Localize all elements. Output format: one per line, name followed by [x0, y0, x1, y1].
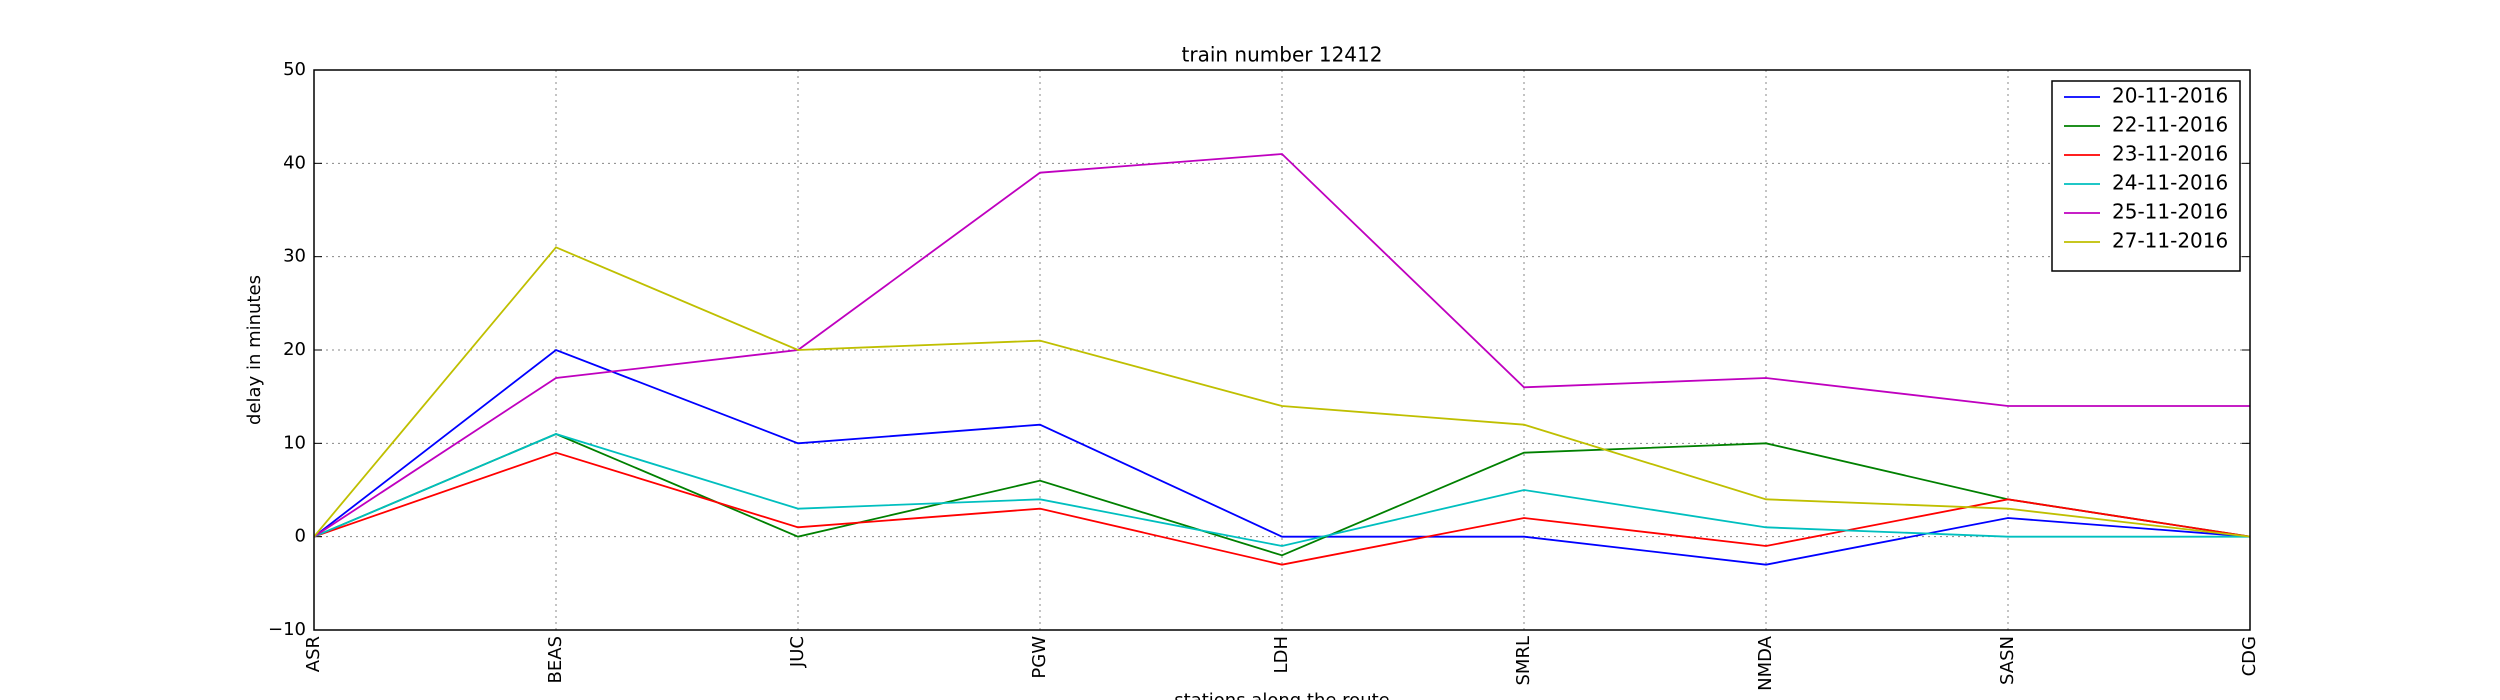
legend-label: 23-11-2016	[2112, 142, 2228, 166]
chart-title: train number 12412	[1182, 43, 1383, 67]
x-tick-label: SMRL	[1513, 636, 1534, 686]
x-tick-label: SASN	[1997, 636, 2018, 685]
x-tick-label: BEAS	[545, 636, 566, 683]
y-tick-label: −10	[268, 619, 306, 640]
y-tick-label: 50	[283, 59, 306, 80]
x-tick-label: PGW	[1029, 636, 1050, 679]
y-tick-label: 20	[283, 339, 306, 360]
legend-box	[2051, 80, 2241, 272]
legend-label: 27-11-2016	[2112, 229, 2228, 253]
x-axis-label: stations along the route	[1174, 690, 1389, 700]
y-axis-label: delay in minutes	[244, 275, 265, 425]
y-tick-label: 30	[283, 246, 306, 267]
legend-label: 20-11-2016	[2112, 84, 2228, 108]
x-tick-label: JUC	[787, 636, 808, 668]
x-tick-label: LDH	[1271, 636, 1292, 673]
legend-label: 25-11-2016	[2112, 200, 2228, 224]
y-tick-label: 10	[283, 432, 306, 453]
x-tick-label: ASR	[303, 636, 324, 672]
line-series	[313, 246, 2251, 538]
line-series	[313, 433, 2250, 547]
y-tick-label: 40	[283, 152, 306, 173]
x-tick-label: NMDA	[1755, 635, 1776, 691]
line-series	[313, 433, 2251, 557]
line-series	[313, 451, 2251, 566]
legend-label: 24-11-2016	[2112, 171, 2228, 195]
y-tick-label: 0	[295, 526, 306, 547]
x-tick-label: CDG	[2239, 636, 2260, 676]
line-series	[313, 153, 2250, 538]
legend-label: 22-11-2016	[2112, 113, 2228, 137]
plot-frame	[313, 69, 2251, 631]
